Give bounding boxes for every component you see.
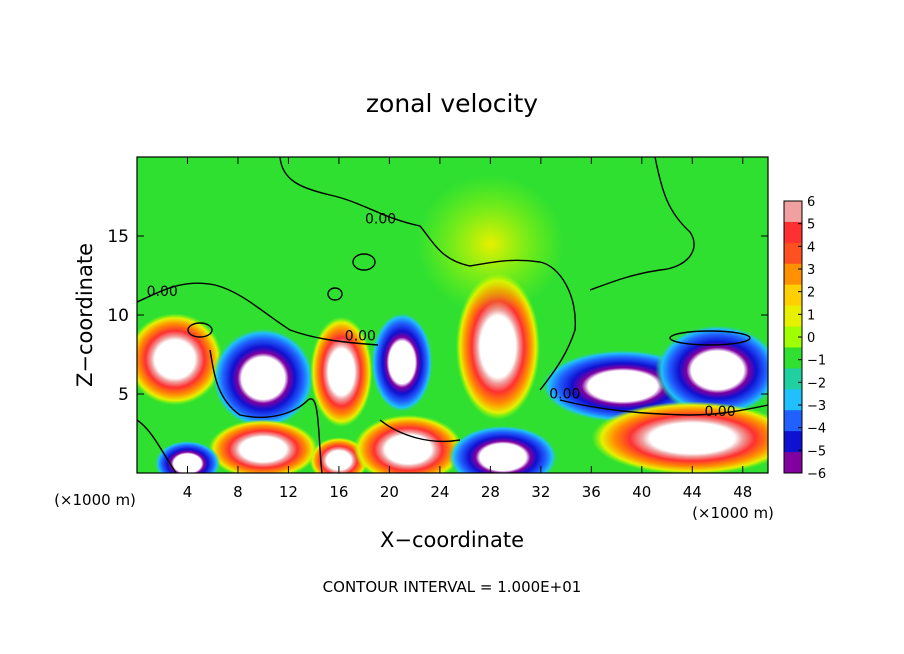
x-axis-label: X−coordinate (380, 528, 524, 552)
velocity-positive-cell (353, 414, 464, 473)
colorbar-tick-label: 5 (807, 218, 815, 233)
contour-label: 0.00 (704, 404, 735, 420)
colorbar-tick-label: −6 (807, 467, 826, 482)
contour-label: 0.00 (147, 284, 178, 300)
colorbar-tick-label: −5 (807, 444, 826, 459)
colorbar-tick-label: −3 (807, 399, 826, 414)
velocity-positive-cell (137, 313, 223, 406)
zero-contour-lower-left (137, 419, 177, 473)
contour-label: 0.00 (365, 211, 396, 227)
velocity-positive-cell (208, 419, 319, 473)
colorbar-swatch (784, 305, 802, 328)
velocity-positive-cell (591, 401, 768, 473)
y-tick-label: 15 (107, 227, 129, 247)
colorbar-tick-label: −1 (807, 354, 826, 369)
colorbar-swatch (784, 431, 802, 453)
contour-label: 0.00 (549, 387, 580, 403)
velocity-negative-cell (154, 440, 221, 473)
y-tick-label: 5 (118, 385, 129, 405)
velocity-negative-cell (448, 425, 558, 473)
zero-contour-mid (209, 349, 323, 473)
y-tick-label: 10 (107, 306, 129, 326)
x-unit-left: (×1000 m) (54, 491, 136, 509)
contour-interval-note: CONTOUR INTERVAL = 1.000E+01 (323, 578, 582, 596)
zero-contour-upper-right (589, 157, 695, 291)
zero-contour-ring-c (187, 322, 213, 338)
colorbar-swatch (784, 410, 802, 432)
zero-contour-upper (279, 157, 576, 391)
colorbar-tick-label: 3 (807, 263, 815, 278)
velocity-negative-cell (211, 327, 315, 429)
colorbar-tick-label: 0 (807, 331, 815, 346)
zero-contour-ring-a (352, 253, 376, 271)
colorbar-swatch (784, 326, 802, 348)
x-tick-label: 28 (481, 483, 500, 501)
contour-labels: 0.00 0.00 0.00 0.00 0.00 (147, 211, 736, 420)
x-tick-label: 36 (582, 483, 601, 501)
colorbar-tick-label: 1 (807, 308, 815, 323)
x-tick-label: 12 (279, 483, 298, 501)
colorbar-swatch (784, 242, 802, 265)
colorbar-swatch (784, 284, 802, 307)
velocity-negative-cell (370, 311, 434, 413)
colorbar-swatch (784, 221, 802, 244)
velocity-positive-cell (417, 175, 564, 313)
colorbar-tick-label: −4 (807, 422, 826, 437)
y-axis-label: Z−coordinate (73, 243, 97, 387)
zero-contour-left (137, 282, 379, 346)
zero-contour-right (559, 399, 768, 416)
colorbar-tick-label: 4 (807, 240, 815, 255)
velocity-positive-cell (309, 437, 369, 473)
colorbar-tick-label: −2 (807, 376, 826, 391)
x-tick-label: 40 (632, 483, 651, 501)
colorbar-swatch (784, 368, 802, 390)
colorbar-swatch (784, 201, 802, 223)
colorbar-tick-label: 6 (807, 195, 815, 210)
x-tick-label: 32 (531, 483, 550, 501)
colorbar: 6 5 4 3 2 1 0 −1 −2 −3 −4 −5 −6 (783, 195, 826, 482)
x-tick-label: 8 (233, 483, 243, 501)
zero-contours (137, 157, 768, 473)
zero-contour-lower-mid (379, 419, 461, 443)
y-axis: 5 10 15 (107, 227, 768, 405)
contour-label: 0.00 (345, 328, 376, 344)
x-tick-label: 16 (329, 483, 348, 501)
colorbar-swatch (784, 263, 802, 286)
plot-area: 0.00 0.00 0.00 0.00 0.00 (136, 156, 769, 474)
x-tick-label: 48 (733, 483, 752, 501)
velocity-positive-cell (310, 316, 373, 427)
zero-contour-ring-b (327, 287, 343, 301)
zero-contour-ring-d (669, 330, 751, 346)
x-unit-right: (×1000 m) (692, 504, 774, 522)
x-tick-label: 44 (683, 483, 702, 501)
velocity-negative-cell (655, 324, 768, 417)
colorbar-swatch (784, 452, 802, 474)
colorbar-swatch (784, 347, 802, 369)
colorbar-tick-label: 2 (807, 286, 815, 301)
x-tick-label: 4 (183, 483, 193, 501)
x-tick-label: 20 (380, 483, 399, 501)
colorbar-swatch (784, 389, 802, 411)
x-tick-label: 24 (430, 483, 449, 501)
x-axis: 4 8 12 16 20 24 28 32 36 40 44 48 (183, 157, 752, 501)
chart-title: zonal velocity (366, 89, 538, 118)
